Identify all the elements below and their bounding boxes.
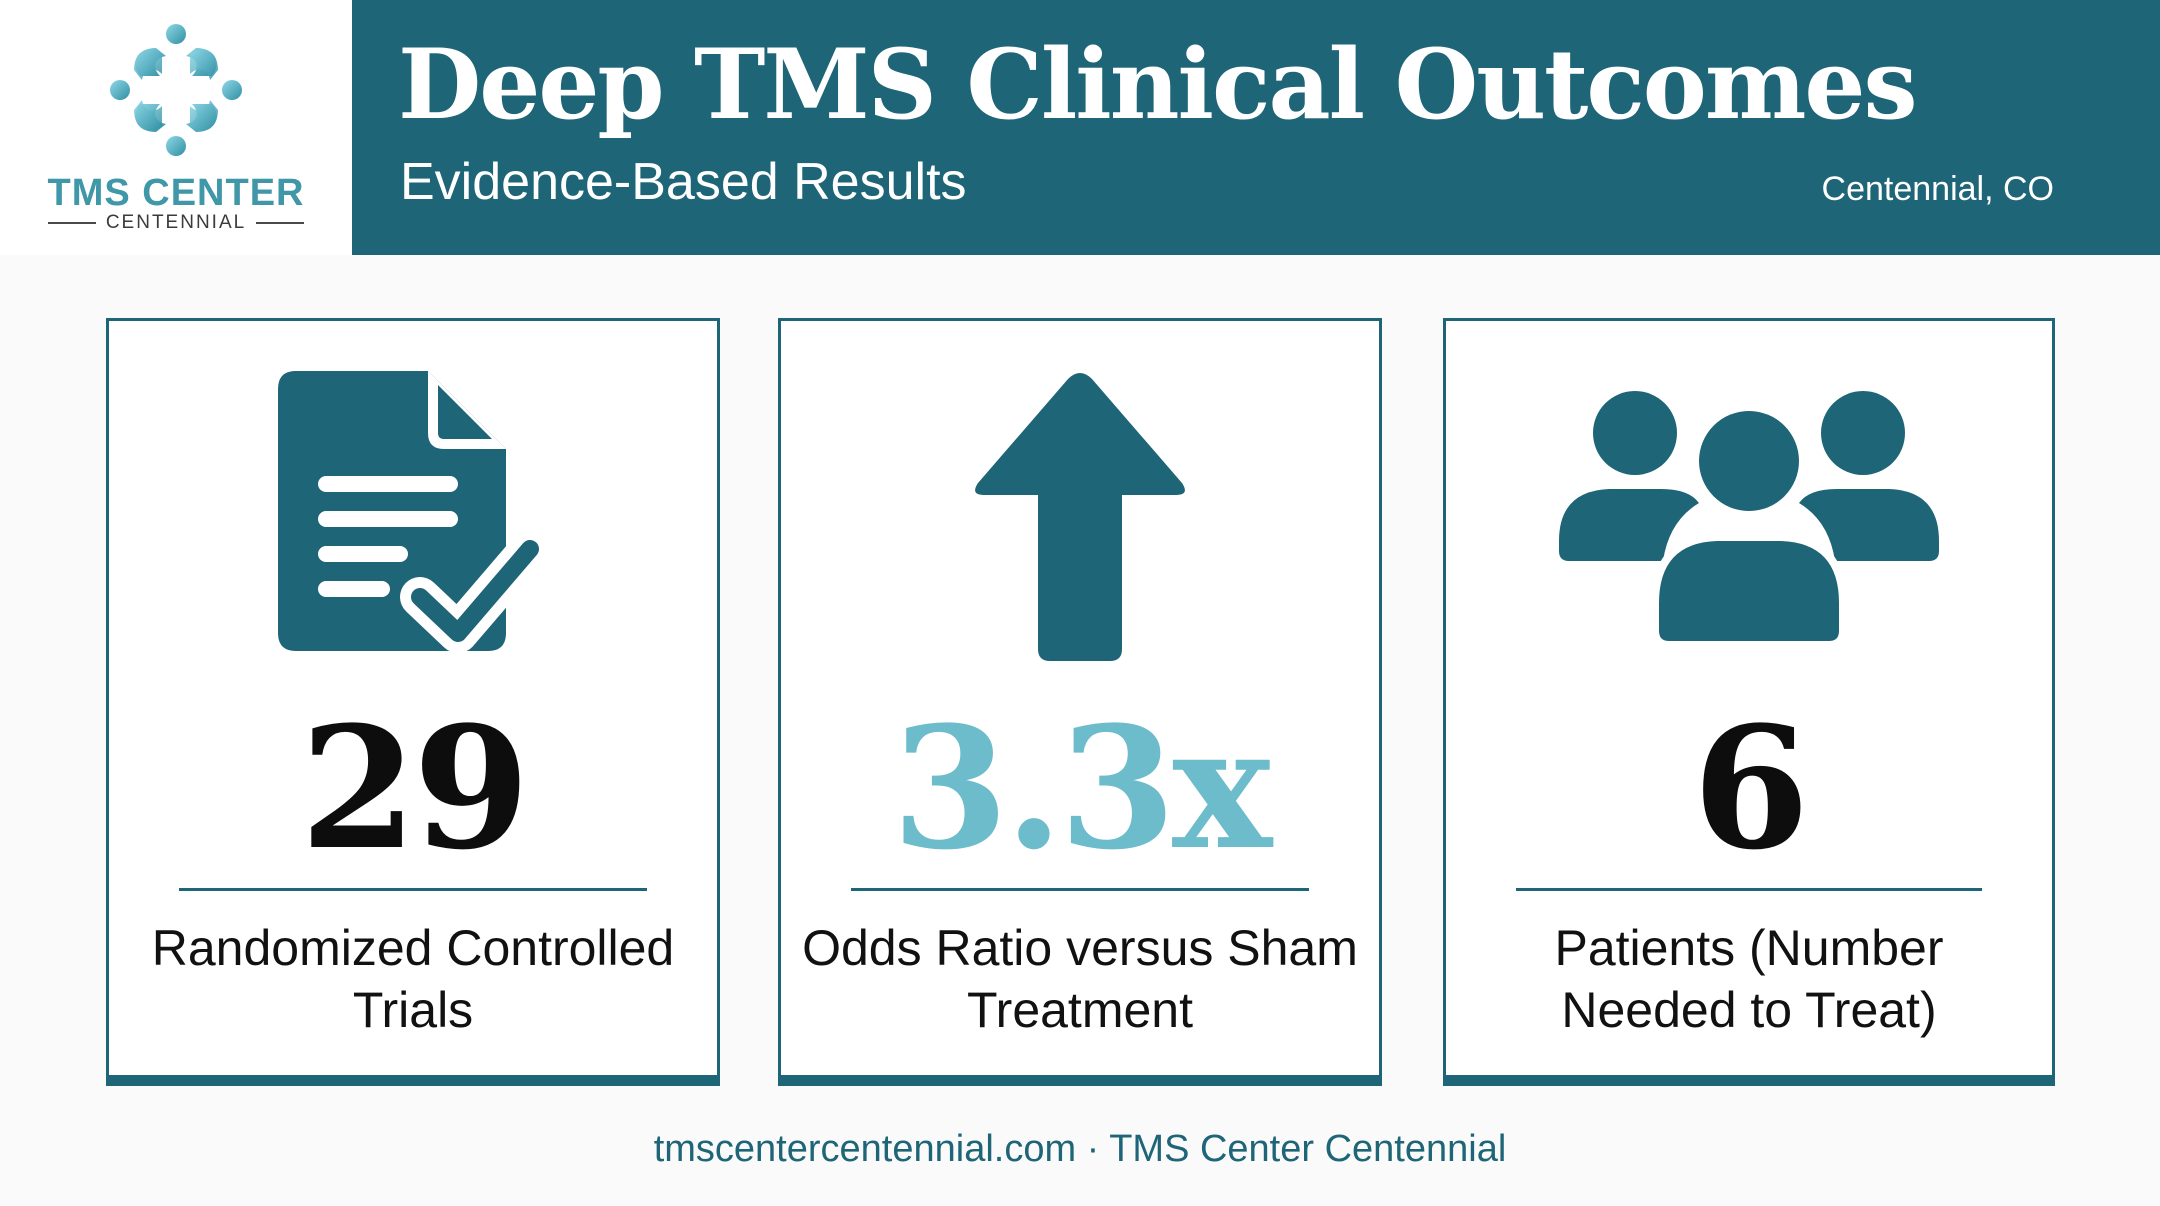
document-check-icon — [278, 371, 548, 653]
logo-rule-left — [48, 222, 96, 224]
logo-subtitle-row: CENTENNIAL — [48, 212, 305, 234]
header-banner: Deep TMS Clinical Outcomes Evidence-Base… — [352, 0, 2160, 255]
stat-value: 6 — [1692, 689, 1810, 887]
page-title: Deep TMS Clinical Outcomes — [398, 28, 1918, 141]
page-subtitle: Evidence-Based Results — [400, 153, 967, 211]
stat-value: 3.3x — [891, 689, 1272, 887]
arrow-up-icon — [975, 373, 1185, 661]
logo-mark-icon — [110, 24, 242, 156]
logo-rule-right — [256, 222, 305, 224]
stat-label: Odds Ratio versus Sham Treatment — [802, 920, 1358, 1038]
location-label: Centennial, CO — [1821, 170, 2054, 208]
stat-divider — [1516, 888, 1982, 891]
stat-value: 29 — [300, 689, 530, 887]
stat-divider — [179, 888, 647, 891]
footer-text: tmscentercentennial.com · TMS Center Cen… — [653, 1128, 1507, 1170]
logo-panel: TMS CENTER CENTENNIAL — [0, 0, 352, 255]
stat-divider — [851, 888, 1309, 891]
logo-subtitle: CENTENNIAL — [105, 212, 247, 233]
stat-label: Randomized Controlled Trials — [151, 920, 675, 1038]
people-group-icon — [1559, 391, 1939, 641]
logo-name: TMS CENTER — [47, 172, 305, 214]
stat-card-odds-ratio: 3.3x Odds Ratio versus Sham Treatment — [778, 318, 1382, 1086]
stat-card-trials: 29 Randomized Controlled Trials — [106, 318, 720, 1086]
stat-card-nnt: 6 Patients (Number Needed to Treat) — [1443, 318, 2055, 1086]
stat-label: Patients (Number Needed to Treat) — [1554, 920, 1944, 1038]
